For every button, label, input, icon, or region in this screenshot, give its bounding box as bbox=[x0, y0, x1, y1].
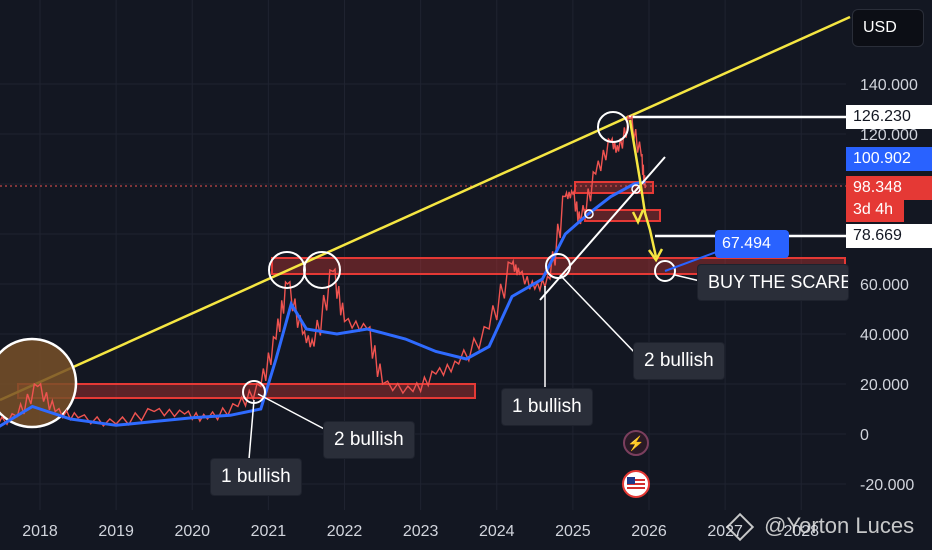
price-tag-high: 126.230 bbox=[846, 105, 932, 129]
note-two-bullish-2025: 2 bullish bbox=[634, 343, 724, 379]
x-axis-ticks: 2018 2019 2020 2021 2022 2023 2024 2025 2026 2027… bbox=[22, 523, 819, 540]
y-tick-label: 40.000 bbox=[860, 327, 909, 344]
note-two-bullish-2021: 2 bullish bbox=[324, 422, 414, 458]
price-tag-current: 98.348 bbox=[846, 176, 932, 200]
y-axis-ticks: 140.000120.000100.00080.00060.00040.0002… bbox=[860, 77, 918, 494]
x-tick-label: 2028 bbox=[783, 523, 819, 540]
x-tick-label: 2018 bbox=[22, 523, 58, 540]
note-one-bullish-2024: 1 bullish bbox=[502, 389, 592, 425]
leader-line-1 bbox=[248, 399, 255, 460]
x-tick-label: 2021 bbox=[251, 523, 287, 540]
leader-line-2 bbox=[257, 393, 331, 433]
x-tick-label: 2019 bbox=[98, 523, 134, 540]
y-tick-label: 120.000 bbox=[860, 127, 918, 144]
price-tag-ma: 100.902 bbox=[846, 147, 932, 171]
highlight-circle-2021-b bbox=[303, 251, 341, 289]
y-tick-label: -20.000 bbox=[860, 477, 914, 494]
price-tag-countdown: 3d 4h bbox=[846, 198, 904, 222]
currency-button[interactable]: USD bbox=[852, 9, 924, 47]
highlight-circle-2025-top bbox=[597, 111, 629, 143]
lightning-icon[interactable]: ⚡ bbox=[623, 430, 649, 456]
x-tick-label: 2024 bbox=[479, 523, 515, 540]
projection-arrow bbox=[628, 119, 658, 258]
support-box-2018 bbox=[17, 383, 476, 399]
y-tick-label: 20.000 bbox=[860, 377, 909, 394]
moving-average-line bbox=[0, 180, 646, 428]
price-tag-projection: 67.494 bbox=[715, 230, 789, 258]
y-tick-label: 60.000 bbox=[860, 277, 909, 294]
note-one-bullish-2020: 1 bullish bbox=[211, 459, 301, 495]
note-buy-the-scare: BUY THE SCARE bbox=[698, 265, 848, 300]
binance-logo-icon bbox=[725, 513, 755, 542]
marker-dot-2 bbox=[584, 209, 594, 219]
resistance-box-2025-lower bbox=[584, 209, 661, 222]
y-tick-label: 0 bbox=[860, 427, 869, 444]
x-tick-label: 2027 bbox=[707, 523, 743, 540]
leader-line-5 bbox=[674, 274, 701, 282]
price-series-line bbox=[0, 114, 646, 428]
y-tick-label: 140.000 bbox=[860, 77, 918, 94]
x-tick-label: 2020 bbox=[174, 523, 210, 540]
projection-arrow-head-2 bbox=[631, 209, 645, 226]
leader-line-4 bbox=[559, 274, 637, 355]
us-flag-icon[interactable] bbox=[622, 470, 650, 498]
x-tick-label: 2022 bbox=[327, 523, 363, 540]
highlight-circle-2026 bbox=[654, 260, 676, 282]
x-tick-label: 2023 bbox=[403, 523, 439, 540]
resistance-box-2025-upper bbox=[574, 181, 654, 194]
trend-line bbox=[0, 15, 851, 402]
projection-arrow-head bbox=[647, 248, 664, 263]
price-tag-target: 78.669 bbox=[846, 224, 932, 248]
highlight-circle-2018 bbox=[0, 337, 78, 429]
watermark: @Yorton Luces bbox=[725, 513, 915, 542]
x-tick-label: 2025 bbox=[555, 523, 591, 540]
watermark-text: @Yorton Luces bbox=[764, 513, 915, 538]
marker-dot-1 bbox=[631, 184, 641, 194]
x-tick-label: 2026 bbox=[631, 523, 667, 540]
highlight-circle-2024 bbox=[545, 253, 571, 279]
